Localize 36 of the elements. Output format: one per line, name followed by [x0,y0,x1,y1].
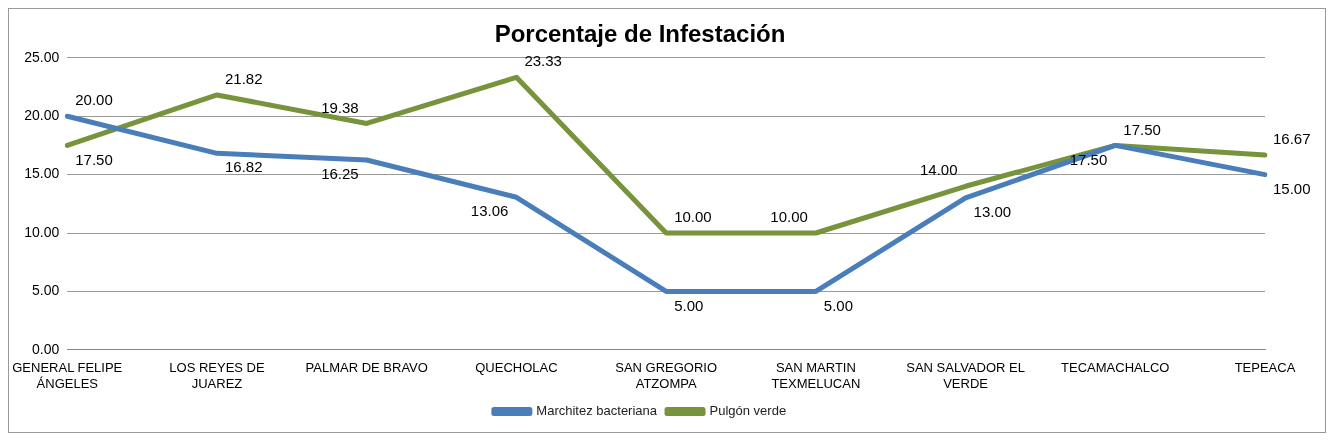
data-label: 13.06 [470,202,509,220]
x-tick-label: SAN GREGORIO ATZOMPA [615,360,718,391]
x-tick-label: TEPEACA [1234,360,1296,376]
x-tick-label: SAN MARTIN TEXMELUCAN [771,360,861,391]
data-label: 17.50 [75,150,113,168]
data-label: 5.00 [674,296,704,314]
y-tick-label: 25.00 [24,48,60,65]
y-tick-label: 0.00 [32,340,60,357]
data-label: 13.00 [973,203,1012,221]
data-label: 17.50 [1069,150,1108,168]
data-label: 19.38 [321,98,359,116]
data-label: 5.00 [823,296,854,314]
data-label: 16.25 [321,165,359,183]
y-tick-label: 5.00 [32,282,60,299]
x-tick-label: SAN SALVADOR EL VERDE [906,360,1025,391]
data-label: 20.00 [75,91,113,109]
chart-title: Porcentaje de Infestación [494,20,786,48]
data-label: 10.00 [770,208,808,226]
data-label: 10.00 [674,208,712,226]
x-tick-label: TECAMACHALCO [1061,360,1170,376]
data-label: 17.50 [1123,120,1161,138]
y-tick-label: 15.00 [24,165,60,182]
x-tick-label: GENERAL FELIPE ÁNGELES [12,360,123,391]
y-tick-label: 20.00 [24,107,60,124]
y-tick-label: 10.00 [24,223,60,240]
data-label: 16.67 [1273,130,1311,148]
legend-label: Marchitez bacteriana [536,403,658,419]
data-label: 14.00 [920,161,958,179]
x-tick-label: QUECHOLAC [475,360,558,376]
data-label: 23.33 [524,52,562,70]
data-label: 16.82 [224,158,263,176]
legend-label: Pulgón verde [709,403,787,419]
data-label: 21.82 [224,70,263,88]
x-tick-label: LOS REYES DE JUAREZ [169,360,265,391]
data-label: 15.00 [1273,179,1311,197]
x-tick-label: PALMAR DE BRAVO [305,360,428,376]
